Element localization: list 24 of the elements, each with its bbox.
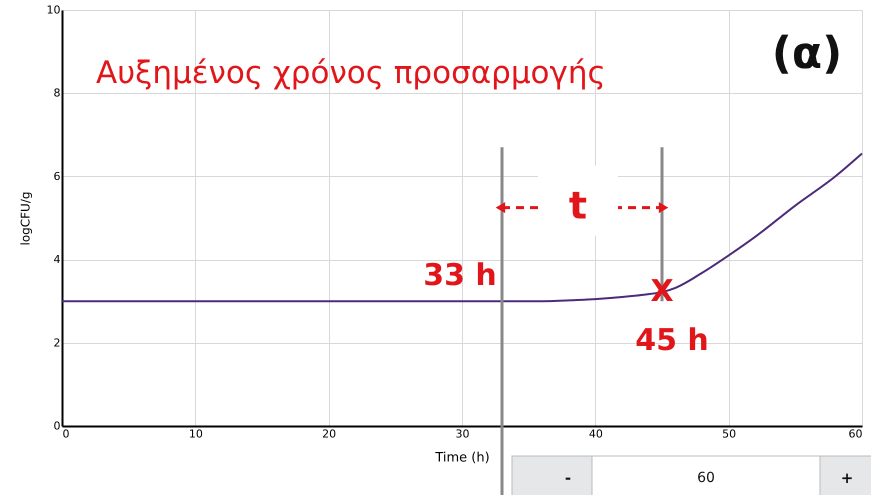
- x-tick-label: 10: [188, 428, 203, 440]
- text: +: [840, 469, 854, 487]
- y-tick-label: 2: [54, 336, 60, 350]
- x-tick-label: 30: [456, 428, 470, 440]
- x-tick-label: 40: [588, 428, 603, 440]
- ref-line-label: 45 h: [635, 323, 709, 358]
- x-tick-label: 20: [322, 428, 336, 440]
- annotation: (α): [772, 28, 842, 79]
- y-axis-title: logCFU/g: [18, 191, 33, 246]
- annotation: t: [568, 184, 588, 228]
- y-tick-label: 0: [54, 420, 60, 432]
- text: Αυξημένος χρόνος προσαρμογής: [96, 55, 606, 91]
- x-tick-label: 50: [722, 428, 736, 440]
- x-tick-label: 60: [848, 428, 862, 440]
- y-tick-label: 4: [54, 253, 60, 266]
- line-series: [61, 152, 863, 302]
- x-tick-label: 0: [62, 428, 70, 440]
- y-tick-label: 10: [46, 4, 60, 16]
- x-axis-title: Time (h): [434, 450, 490, 466]
- text: 60: [697, 470, 715, 486]
- y-tick-label: 8: [54, 86, 60, 100]
- y-tick-label: 6: [54, 170, 60, 183]
- ref-line-label: 33 h: [423, 258, 497, 294]
- text: -: [564, 469, 572, 487]
